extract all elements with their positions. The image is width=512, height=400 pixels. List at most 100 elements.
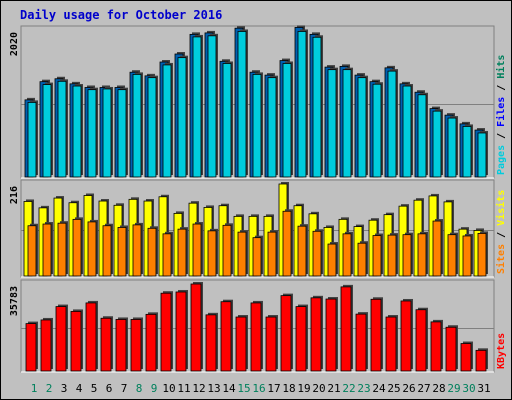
sites-bar-2: [42, 223, 52, 277]
pages-bar-10: [162, 64, 172, 178]
day-label-19: 19: [297, 382, 310, 395]
pages-bar-30: [462, 126, 472, 178]
kbytes-bar-30: [460, 343, 472, 372]
panel-0-max-label: 2020: [9, 32, 20, 56]
kbytes-bar-11: [175, 291, 187, 372]
day-label-12: 12: [192, 382, 205, 395]
pages-bar-20: [312, 36, 322, 178]
sites-bar-30: [462, 235, 472, 277]
sites-bar-24: [372, 235, 382, 277]
sites-bar-6: [102, 225, 112, 277]
pages-bar-16: [252, 73, 262, 178]
pages-bar-5: [87, 89, 97, 178]
kbytes-bar-10: [160, 292, 172, 372]
pages-bar-7: [117, 89, 127, 178]
sites-bar-8: [132, 224, 142, 277]
kbytes-bar-31: [475, 349, 487, 372]
sites-bar-25: [387, 234, 397, 277]
day-label-26: 26: [402, 382, 415, 395]
day-label-30: 30: [462, 382, 475, 395]
sites-bar-13: [207, 230, 217, 277]
legend-kbytes: KBytes: [496, 333, 507, 369]
sites-bar-11: [177, 228, 187, 277]
sites-bar-3: [57, 222, 67, 277]
day-label-17: 17: [267, 382, 280, 395]
sites-bar-15: [237, 231, 247, 277]
legend-sites: Sites: [495, 244, 507, 274]
kbytes-bar-15: [235, 316, 247, 372]
day-label-3: 3: [61, 382, 68, 395]
day-label-24: 24: [372, 382, 386, 395]
day-label-27: 27: [417, 382, 430, 395]
pages-bar-2: [42, 84, 52, 178]
sites-bar-28: [432, 220, 442, 277]
day-label-31: 31: [477, 382, 490, 395]
sites-bar-27: [417, 233, 427, 277]
sites-bar-16: [252, 237, 262, 277]
kbytes-bar-26: [400, 300, 412, 372]
day-label-10: 10: [162, 382, 175, 395]
sites-bar-14: [222, 224, 232, 277]
pages-bar-31: [477, 132, 487, 178]
pages-bar-27: [417, 94, 427, 178]
chart-title: Daily usage for October 2016: [20, 8, 223, 22]
kbytes-bar-14: [220, 301, 232, 372]
pages-bar-25: [387, 70, 397, 178]
pages-bar-9: [147, 77, 157, 178]
chart-bars: [23, 25, 488, 372]
kbytes-bar-28: [430, 321, 442, 372]
sites-bar-17: [267, 231, 277, 277]
pages-bar-28: [432, 110, 442, 178]
pages-bar-21: [327, 69, 337, 178]
kbytes-bar-4: [70, 311, 82, 372]
kbytes-bar-23: [355, 313, 367, 372]
legend-separator: /: [496, 226, 507, 244]
sites-bar-20: [312, 230, 322, 277]
pages-bar-19: [297, 31, 307, 178]
sites-bar-22: [342, 233, 352, 277]
day-label-28: 28: [432, 382, 445, 395]
day-label-22: 22: [342, 382, 355, 395]
pages-bar-15: [237, 31, 247, 178]
sites-bar-4: [72, 218, 82, 277]
day-label-23: 23: [357, 382, 370, 395]
day-label-2: 2: [46, 382, 53, 395]
day-label-20: 20: [312, 382, 325, 395]
pages-bar-11: [177, 57, 187, 178]
kbytes-bar-17: [265, 316, 277, 372]
day-label-4: 4: [76, 382, 83, 395]
sites-bar-29: [447, 234, 457, 277]
day-label-1: 1: [31, 382, 38, 395]
day-label-11: 11: [177, 382, 190, 395]
sites-bar-9: [147, 227, 157, 277]
pages-bar-23: [357, 77, 367, 178]
day-label-5: 5: [91, 382, 98, 395]
day-label-29: 29: [447, 382, 460, 395]
pages-bar-6: [102, 88, 112, 178]
kbytes-bar-6: [100, 317, 112, 372]
kbytes-bar-2: [40, 319, 52, 372]
kbytes-bar-20: [310, 297, 322, 372]
kbytes-bar-22: [340, 286, 352, 372]
pages-bar-13: [207, 35, 217, 178]
kbytes-bar-9: [145, 313, 157, 372]
kbytes-bar-18: [280, 295, 292, 372]
kbytes-bar-3: [55, 306, 67, 372]
legend-separator: /: [496, 79, 507, 97]
legend-files: Files: [495, 97, 507, 127]
day-label-21: 21: [327, 382, 340, 395]
sites-bar-23: [357, 242, 367, 277]
day-label-14: 14: [222, 382, 236, 395]
legend-hits: Hits: [495, 55, 507, 79]
pages-bar-12: [192, 36, 202, 178]
pages-bar-18: [282, 63, 292, 178]
legend-separator: /: [496, 127, 507, 145]
pages-bar-14: [222, 63, 232, 178]
day-label-9: 9: [151, 382, 158, 395]
sites-bar-10: [162, 233, 172, 277]
kbytes-bar-12: [190, 283, 202, 372]
day-label-13: 13: [207, 382, 220, 395]
kbytes-bar-29: [445, 326, 457, 372]
